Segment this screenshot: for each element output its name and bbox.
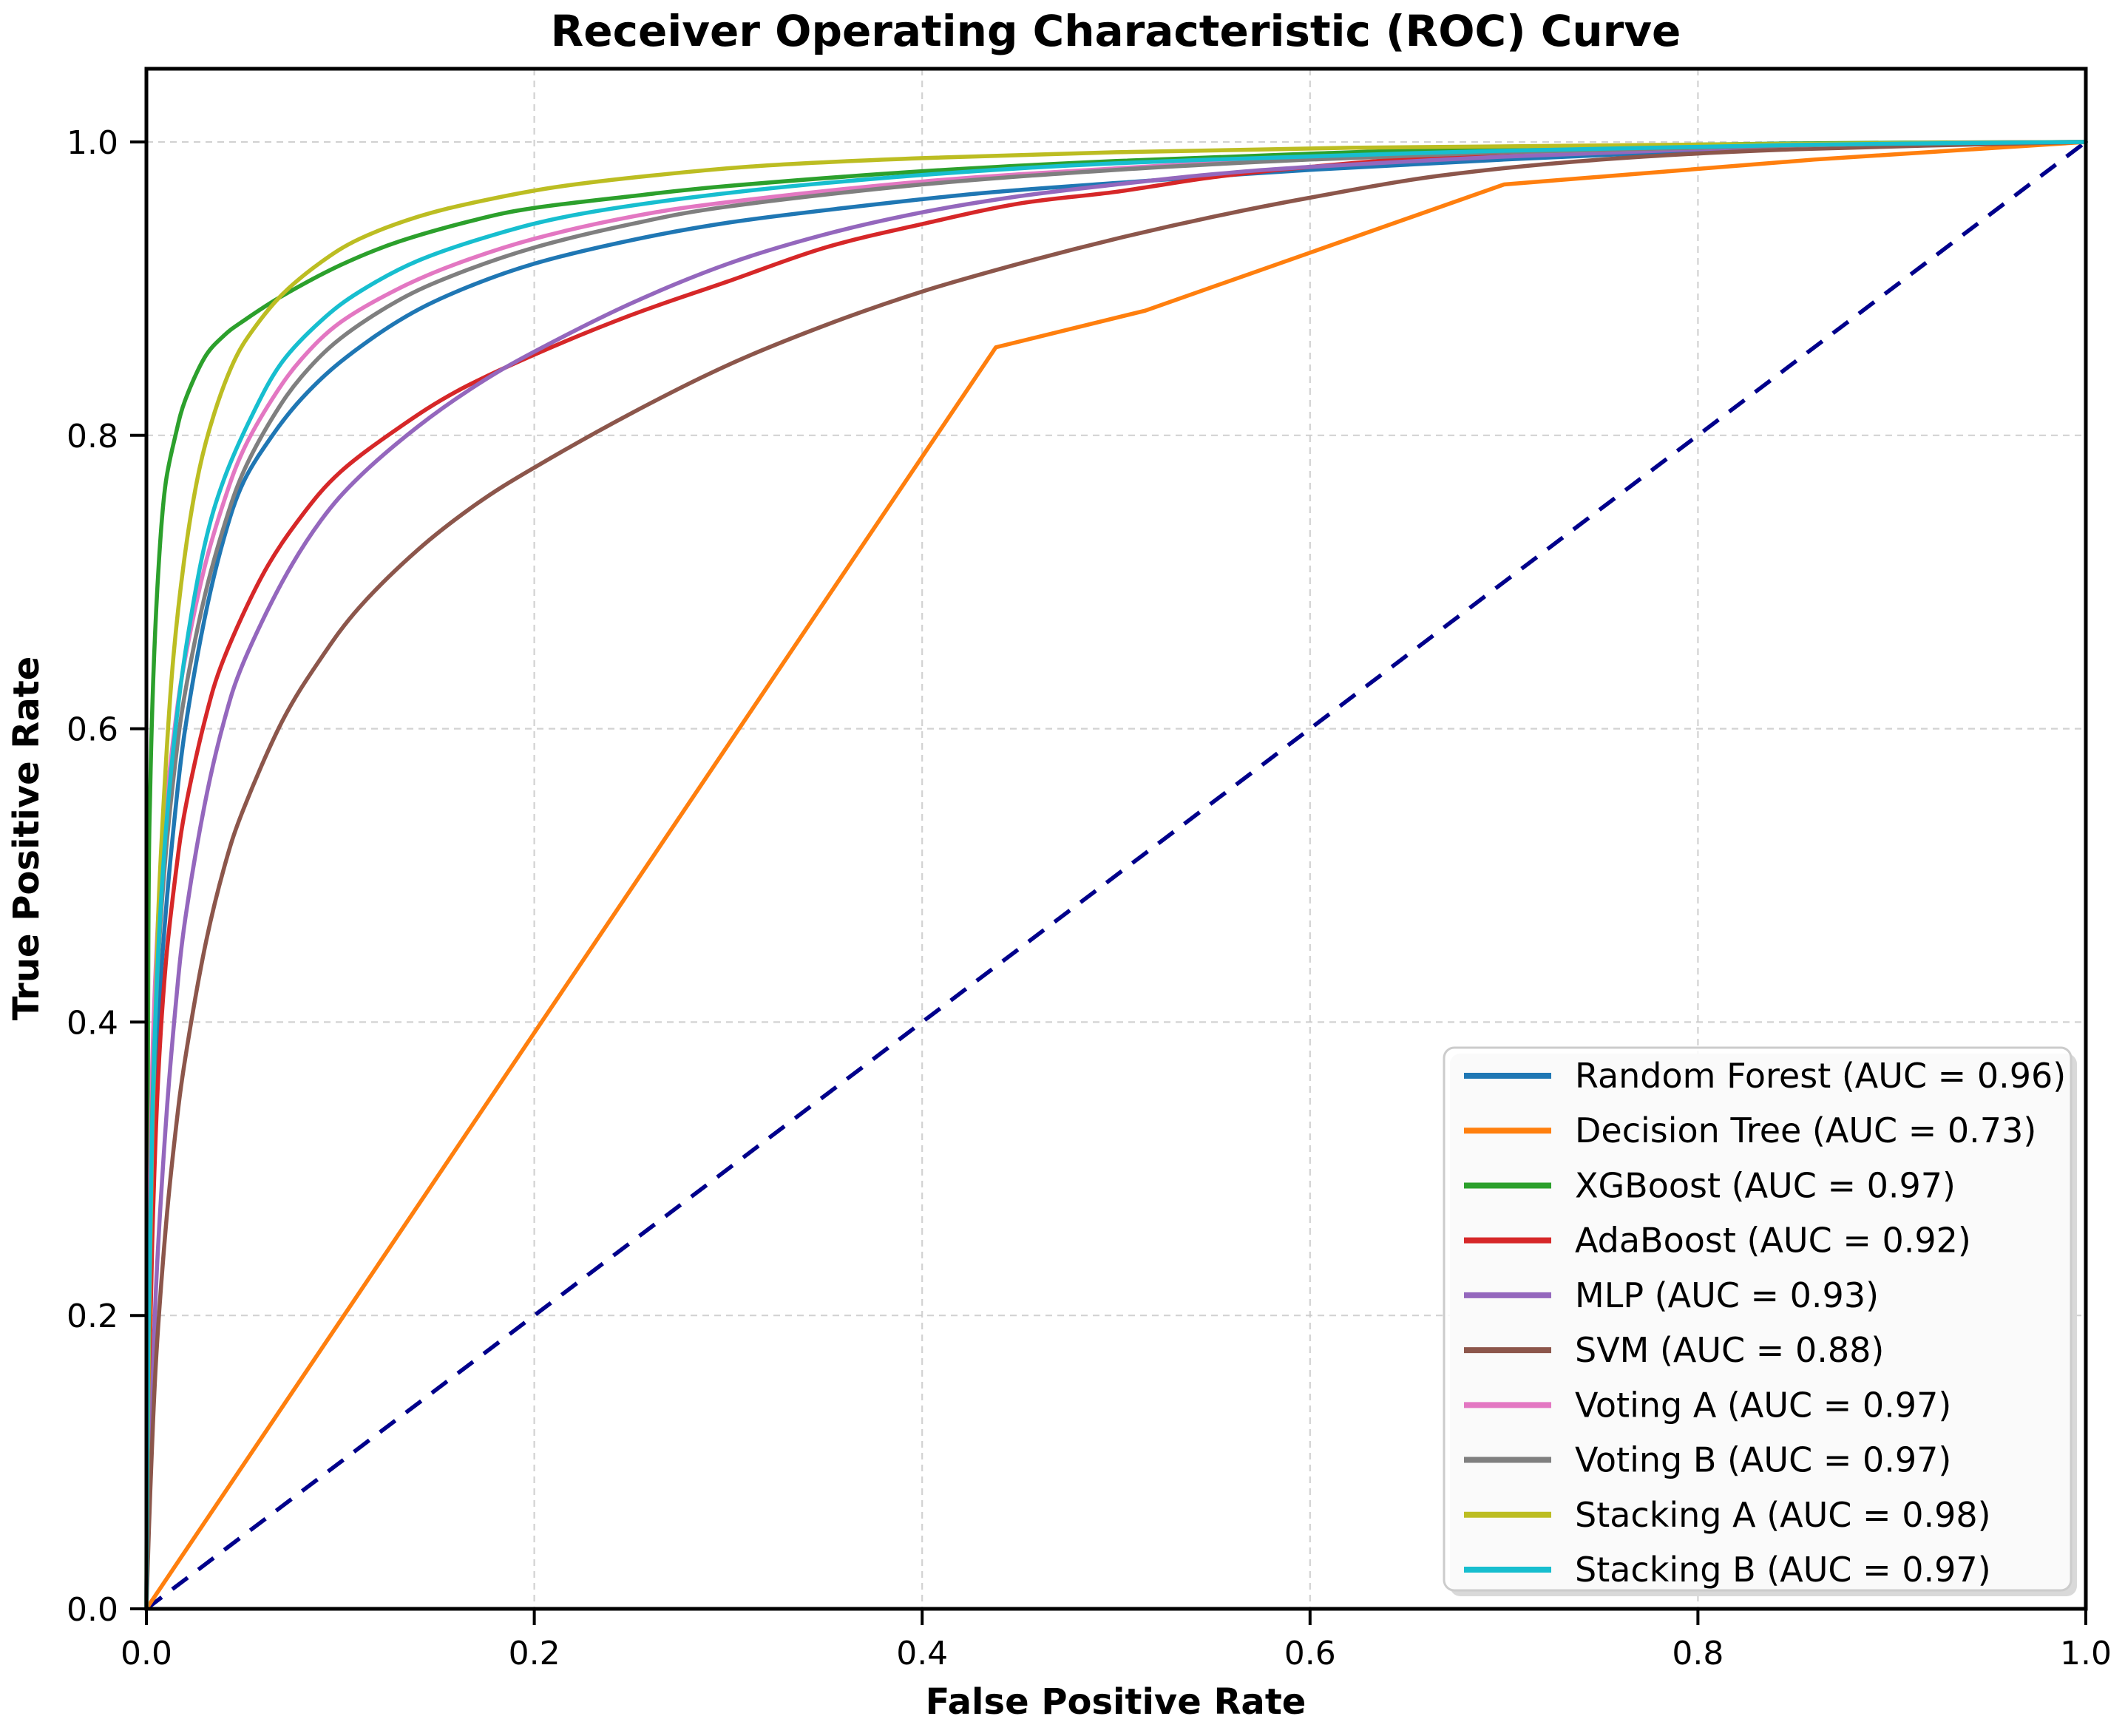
legend-label-random-forest: Random Forest (AUC = 0.96) [1575,1056,2066,1096]
roc-curve-decision-tree [144,140,2088,1611]
y-tick-label-0.6: 0.6 [67,711,118,749]
x-tick-label-0.8: 0.8 [1672,1635,1724,1672]
x-tick-label-1.0: 1.0 [2060,1635,2112,1672]
legend-item-voting-b: Voting B (AUC = 0.97) [1464,1440,1951,1480]
roc-curve-stacking-b [144,140,2088,1611]
legend-item-stacking-a: Stacking A (AUC = 0.98) [1464,1495,1991,1535]
legend-label-mlp: MLP (AUC = 0.93) [1575,1275,1879,1315]
axes-spines [144,67,2088,1611]
legend-label-svm: SVM (AUC = 0.88) [1575,1330,1884,1370]
legend-item-adaboost: AdaBoost (AUC = 0.92) [1464,1221,1971,1261]
legend-item-decision-tree: Decision Tree (AUC = 0.73) [1464,1111,2036,1150]
chance-diagonal [145,140,2087,1611]
roc-curve-xgboost [144,140,2088,1611]
roc-curve-svm [144,140,2088,1611]
roc-curve-random-forest [144,140,2088,1611]
legend-item-voting-a: Voting A (AUC = 0.97) [1464,1385,1951,1425]
legend-item-mlp: MLP (AUC = 0.93) [1464,1275,1879,1315]
plot-area: 0.0 0.2 0.4 0.6 0.8 1.0 0.0 0.2 0.4 0.6 0.8 1.0 Rand… [67,67,2112,1672]
legend: Random Forest (AUC = 0.96) Decision Tree … [1443,1046,2077,1596]
legend-label-stacking-a: Stacking A (AUC = 0.98) [1575,1495,1991,1535]
legend-label-voting-b: Voting B (AUC = 0.97) [1575,1440,1951,1480]
legend-label-decision-tree: Decision Tree (AUC = 0.73) [1575,1111,2036,1150]
y-tick-label-0.8: 0.8 [67,418,118,455]
legend-label-xgboost: XGBoost (AUC = 0.97) [1575,1165,1956,1205]
x-tick-label-0.2: 0.2 [509,1635,560,1672]
x-tick-label-0.0: 0.0 [121,1635,172,1672]
y-tick-label-0.0: 0.0 [67,1591,118,1629]
legend-item-svm: SVM (AUC = 0.88) [1464,1330,1884,1370]
legend-label-voting-a: Voting A (AUC = 0.97) [1575,1385,1951,1425]
legend-label-stacking-b: Stacking B (AUC = 0.97) [1575,1550,1991,1590]
y-tick-label-0.4: 0.4 [67,1004,118,1042]
legend-item-xgboost: XGBoost (AUC = 0.97) [1464,1165,1956,1205]
legend-label-adaboost: AdaBoost (AUC = 0.92) [1575,1221,1971,1261]
chart-title: Receiver Operating Characteristic (ROC) … [551,6,1681,56]
y-axis-label: True Positive Rate [6,657,47,1021]
roc-curve-mlp [144,140,2088,1611]
x-tick-label-0.6: 0.6 [1284,1635,1336,1672]
y-tick-label-0.2: 0.2 [67,1298,118,1335]
x-tick-label-0.4: 0.4 [896,1635,948,1672]
y-tick-label-1.0: 1.0 [67,124,118,162]
legend-box [1443,1046,2073,1592]
legend-item-stacking-b: Stacking B (AUC = 0.97) [1464,1550,1991,1590]
x-axis-label: False Positive Rate [926,1681,1306,1723]
legend-item-random-forest: Random Forest (AUC = 0.96) [1464,1056,2066,1096]
